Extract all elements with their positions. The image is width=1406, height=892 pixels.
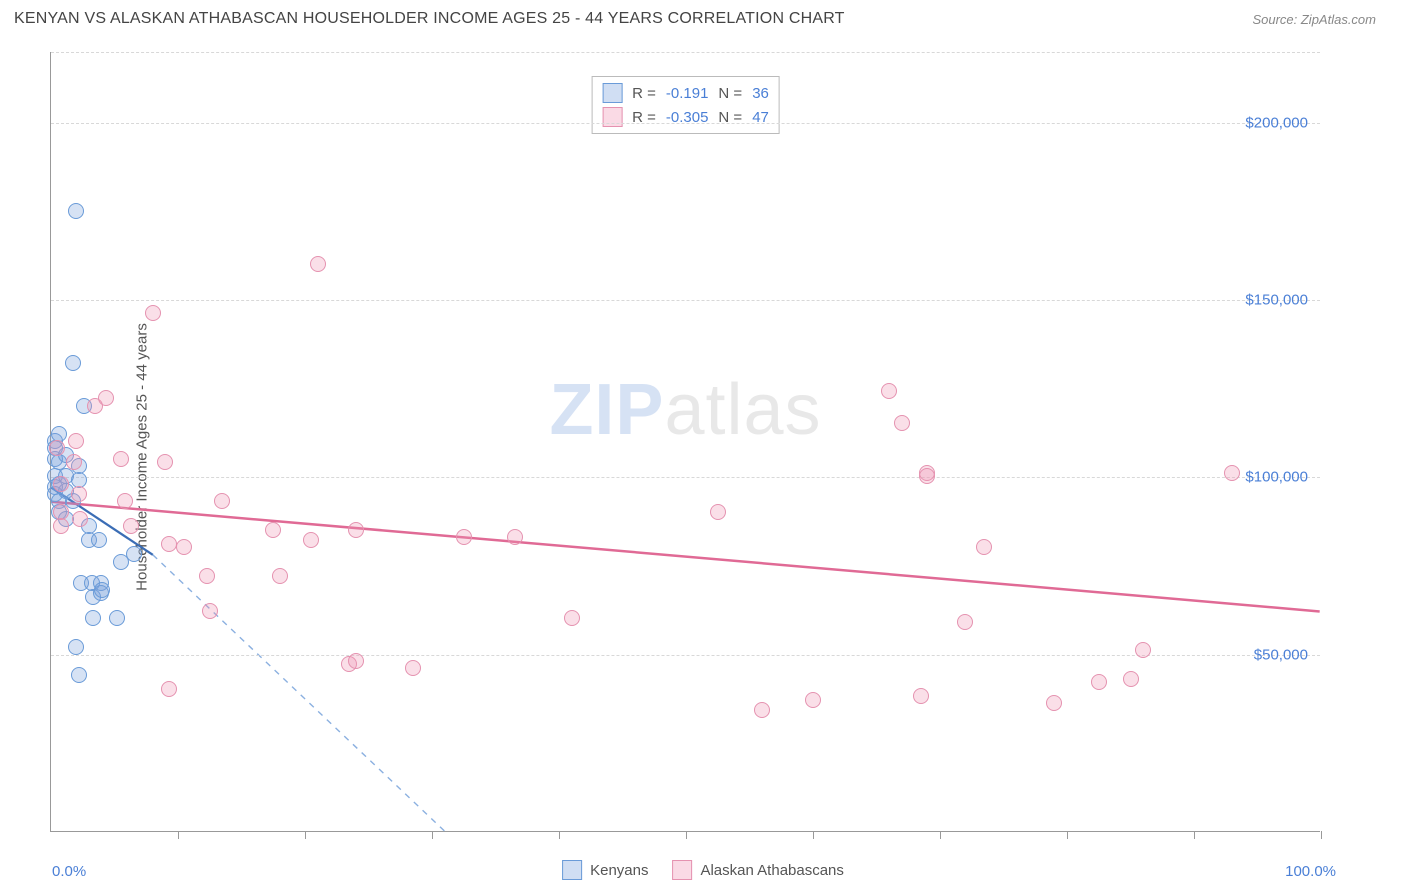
- x-tick: [940, 831, 941, 839]
- scatter-point: [53, 518, 69, 534]
- scatter-point: [881, 383, 897, 399]
- scatter-point: [894, 415, 910, 431]
- scatter-point: [710, 504, 726, 520]
- x-tick: [1194, 831, 1195, 839]
- x-tick: [178, 831, 179, 839]
- gridline-h: [51, 655, 1320, 656]
- y-tick-label: $150,000: [1245, 292, 1308, 309]
- gridline-h: [51, 300, 1320, 301]
- swatch-icon: [602, 107, 622, 127]
- scatter-point: [65, 355, 81, 371]
- plot-area: ZIPatlas R = -0.191 N = 36 R = -0.305 N …: [50, 52, 1320, 832]
- scatter-point: [91, 532, 107, 548]
- watermark: ZIPatlas: [549, 369, 821, 451]
- scatter-point: [1123, 671, 1139, 687]
- scatter-point: [348, 653, 364, 669]
- swatch-icon: [562, 860, 582, 880]
- bottom-legend: Kenyans Alaskan Athabascans: [562, 860, 844, 880]
- scatter-point: [199, 568, 215, 584]
- scatter-point: [117, 493, 133, 509]
- gridline-h: [51, 477, 1320, 478]
- scatter-point: [1091, 674, 1107, 690]
- scatter-point: [976, 539, 992, 555]
- scatter-point: [161, 681, 177, 697]
- scatter-point: [310, 256, 326, 272]
- scatter-point: [53, 476, 69, 492]
- scatter-point: [405, 660, 421, 676]
- scatter-point: [456, 529, 472, 545]
- scatter-point: [1224, 465, 1240, 481]
- scatter-point: [507, 529, 523, 545]
- y-tick-label: $200,000: [1245, 114, 1308, 131]
- source-label: Source: ZipAtlas.com: [1252, 12, 1376, 27]
- scatter-point: [85, 610, 101, 626]
- scatter-point: [913, 688, 929, 704]
- x-tick: [1321, 831, 1322, 839]
- swatch-icon: [672, 860, 692, 880]
- scatter-point: [94, 582, 110, 598]
- scatter-point: [68, 639, 84, 655]
- x-axis-min-label: 0.0%: [52, 863, 86, 880]
- scatter-point: [126, 546, 142, 562]
- scatter-point: [113, 451, 129, 467]
- scatter-point: [303, 532, 319, 548]
- y-tick-label: $100,000: [1245, 469, 1308, 486]
- scatter-point: [919, 468, 935, 484]
- scatter-point: [214, 493, 230, 509]
- scatter-point: [805, 692, 821, 708]
- scatter-point: [72, 511, 88, 527]
- scatter-point: [49, 440, 65, 456]
- scatter-point: [68, 433, 84, 449]
- swatch-icon: [602, 83, 622, 103]
- title-bar: KENYAN VS ALASKAN ATHABASCAN HOUSEHOLDER…: [0, 0, 1406, 32]
- scatter-point: [202, 603, 218, 619]
- scatter-point: [66, 454, 82, 470]
- scatter-point: [68, 203, 84, 219]
- scatter-point: [564, 610, 580, 626]
- scatter-point: [1135, 642, 1151, 658]
- scatter-point: [145, 305, 161, 321]
- scatter-point: [1046, 695, 1062, 711]
- scatter-point: [272, 568, 288, 584]
- legend-item: Alaskan Athabascans: [672, 860, 843, 880]
- x-axis-max-label: 100.0%: [1285, 863, 1336, 880]
- scatter-point: [98, 390, 114, 406]
- scatter-point: [157, 454, 173, 470]
- x-tick: [1067, 831, 1068, 839]
- x-tick: [813, 831, 814, 839]
- scatter-point: [71, 486, 87, 502]
- x-tick: [432, 831, 433, 839]
- scatter-point: [754, 702, 770, 718]
- x-tick: [559, 831, 560, 839]
- chart-wrap: Householder Income Ages 25 - 44 years ZI…: [0, 32, 1406, 882]
- scatter-point: [265, 522, 281, 538]
- chart-title: KENYAN VS ALASKAN ATHABASCAN HOUSEHOLDER…: [14, 10, 845, 28]
- scatter-point: [71, 667, 87, 683]
- stat-row: R = -0.305 N = 47: [602, 105, 769, 129]
- x-tick: [305, 831, 306, 839]
- scatter-point: [109, 610, 125, 626]
- scatter-point: [176, 539, 192, 555]
- stat-legend: R = -0.191 N = 36 R = -0.305 N = 47: [591, 76, 780, 134]
- stat-row: R = -0.191 N = 36: [602, 81, 769, 105]
- x-tick: [686, 831, 687, 839]
- y-tick-label: $50,000: [1254, 646, 1308, 663]
- scatter-point: [161, 536, 177, 552]
- gridline-h: [51, 123, 1320, 124]
- legend-item: Kenyans: [562, 860, 648, 880]
- scatter-point: [123, 518, 139, 534]
- scatter-point: [957, 614, 973, 630]
- trend-lines: [51, 52, 1320, 831]
- scatter-point: [348, 522, 364, 538]
